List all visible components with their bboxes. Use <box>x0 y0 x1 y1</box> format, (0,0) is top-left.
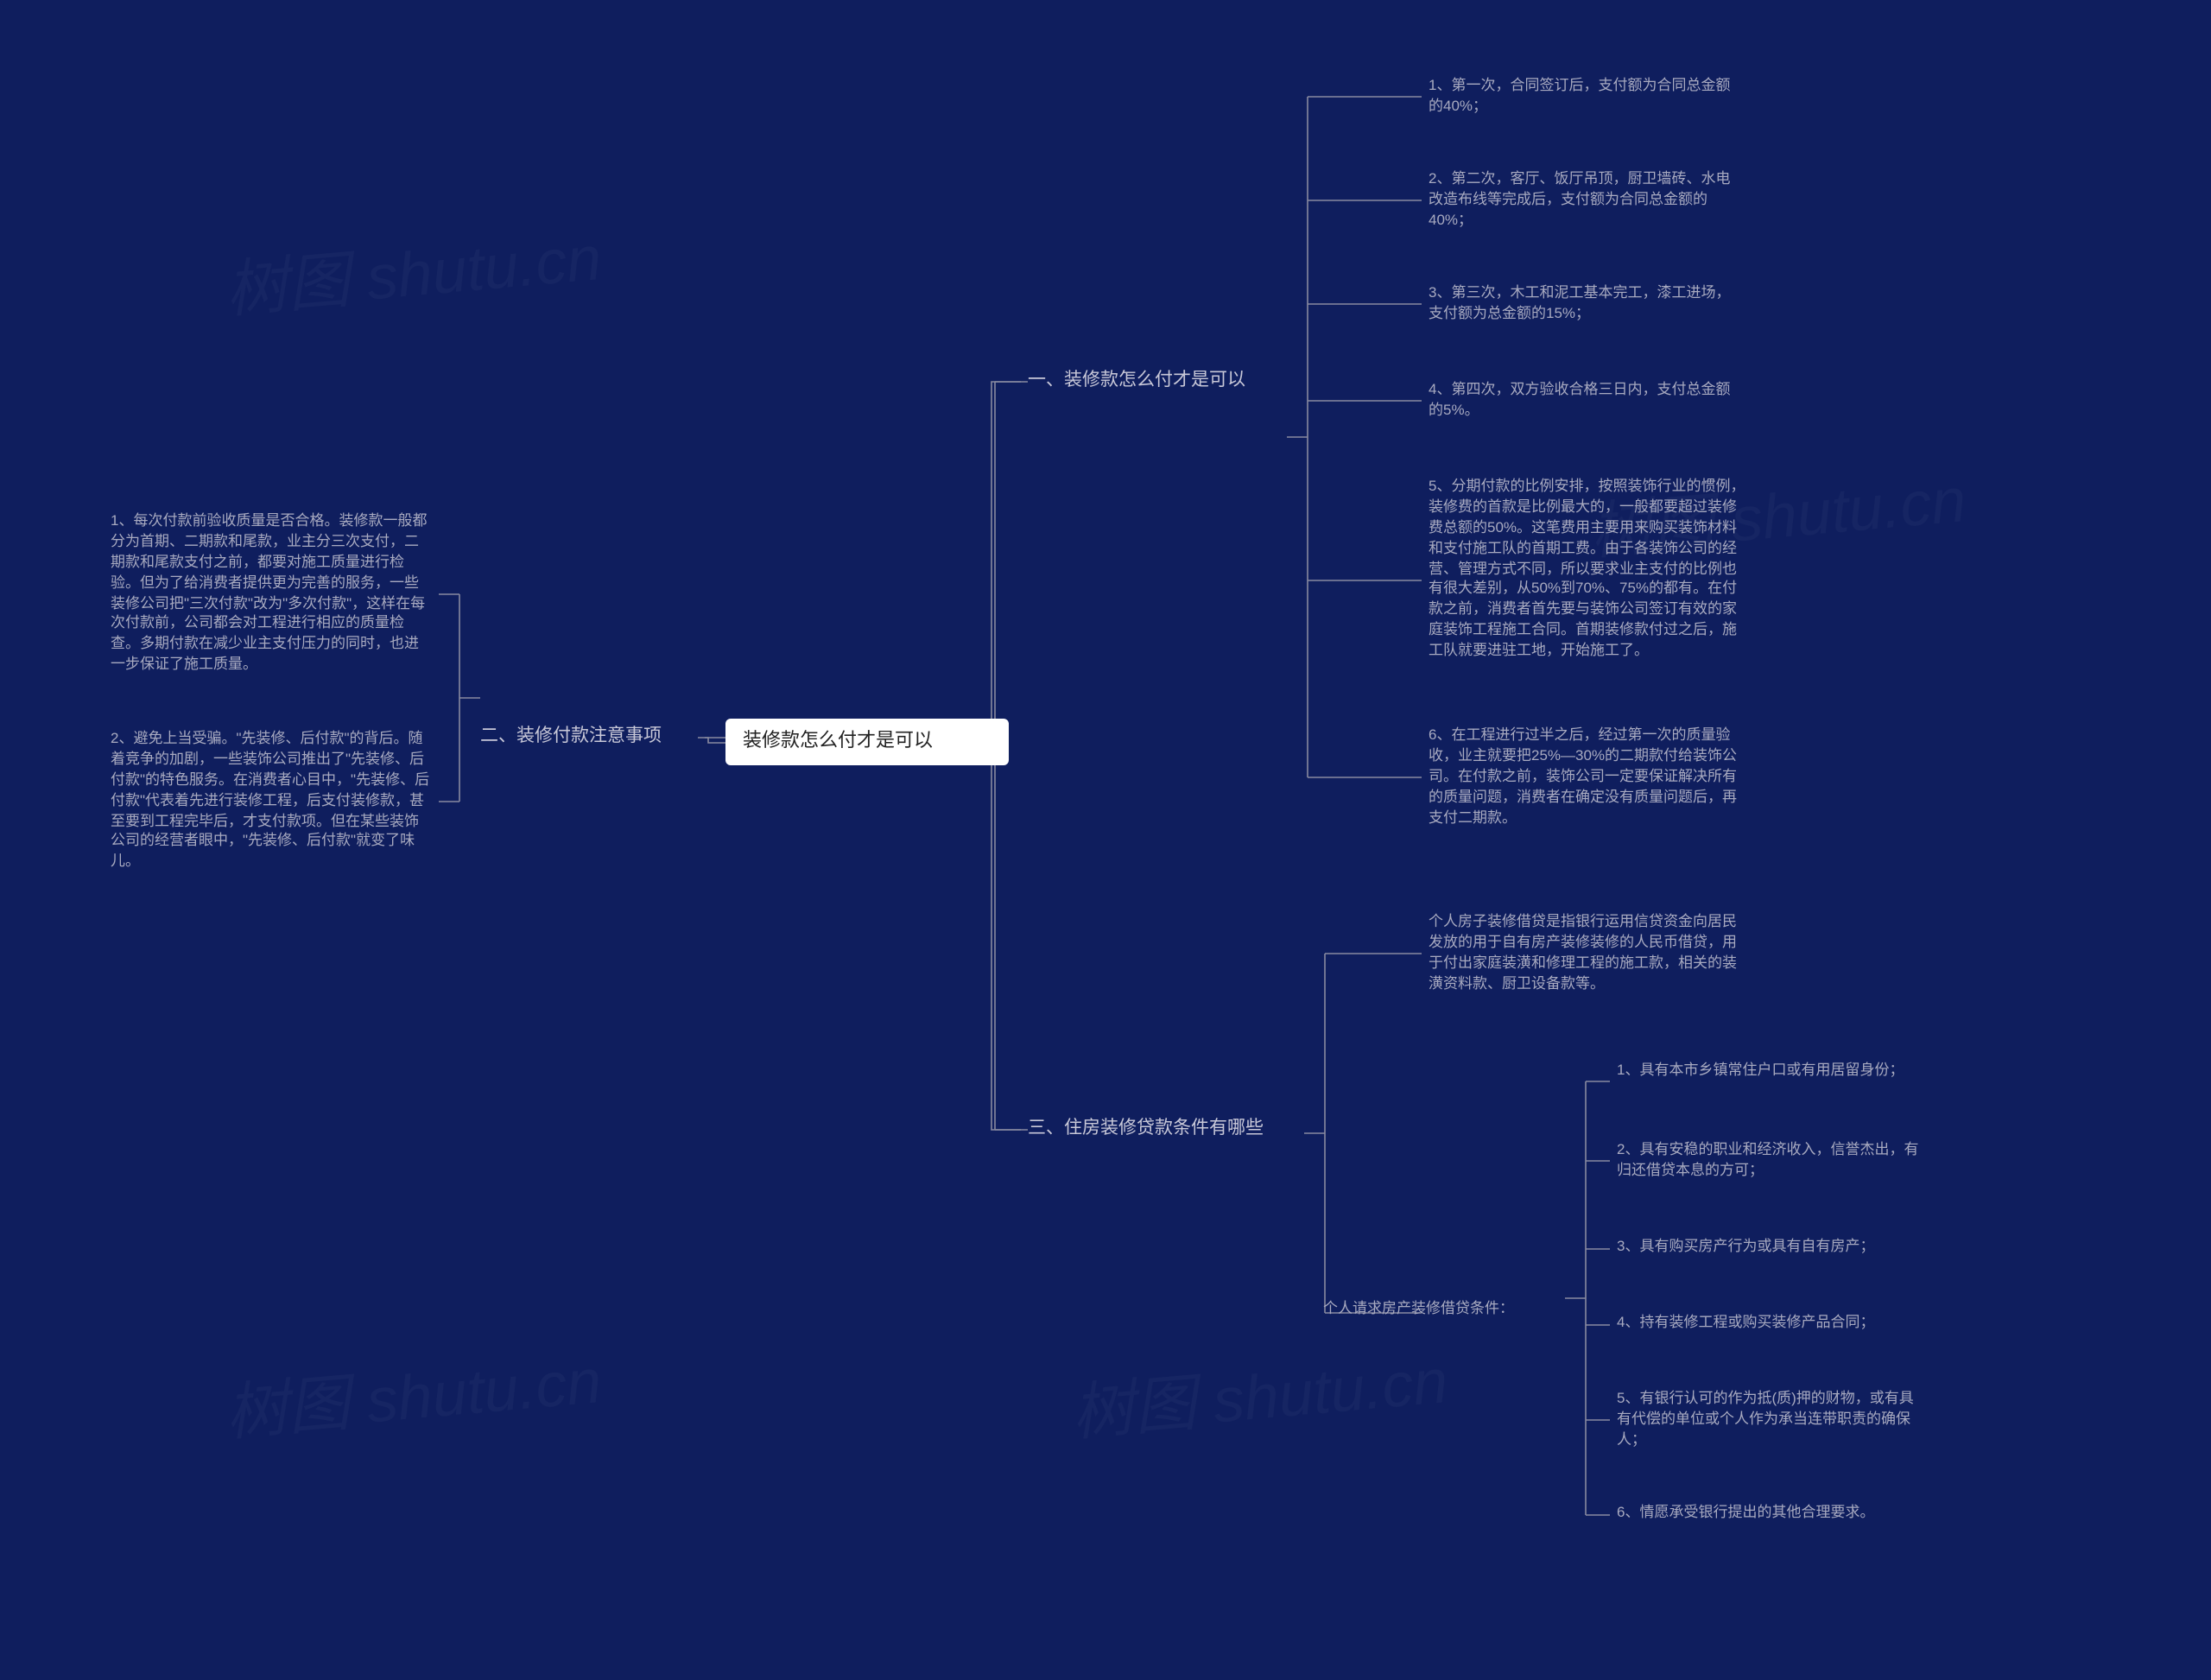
subleaf-node: 5、有银行认可的作为抵(质)押的财物，或有具有代偿的单位或个人作为承当连带职责的… <box>1617 1389 1924 1450</box>
leaf-node: 个人请求房产装修借贷条件： <box>1323 1299 1565 1320</box>
leaf-node: 2、第二次，客厅、饭厅吊顶，厨卫墙砖、水电改造布线等完成后，支付额为合同总金额的… <box>1429 169 1739 231</box>
watermark: 树图 shutu.cn <box>221 208 605 331</box>
leaf-node: 4、第四次，双方验收合格三日内，支付总金额的5%。 <box>1429 380 1739 422</box>
leaf-node: 1、第一次，合同签订后，支付额为合同总金额的40%； <box>1429 76 1739 117</box>
watermark: 树图 shutu.cn <box>1067 1331 1451 1454</box>
subleaf-node: 2、具有安稳的职业和经济收入，信誉杰出，有归还借贷本息的方可； <box>1617 1140 1924 1182</box>
subleaf-node: 3、具有购买房产行为或具有自有房产； <box>1617 1237 1924 1258</box>
branch-node: 三、住房装修贷款条件有哪些 <box>1028 1116 1304 1141</box>
branch-node: 二、装修付款注意事项 <box>480 724 698 749</box>
subleaf-node: 6、情愿承受银行提出的其他合理要求。 <box>1617 1503 1924 1524</box>
branch-node: 一、装修款怎么付才是可以 <box>1028 368 1287 393</box>
leaf-node: 3、第三次，木工和泥工基本完工，漆工进场，支付额为总金额的15%； <box>1429 283 1739 325</box>
root-node: 装修款怎么付才是可以 <box>725 719 1009 766</box>
leaf-node: 5、分期付款的比例安排，按照装饰行业的惯例，装修费的首款是比例最大的，一般都要超… <box>1429 477 1750 662</box>
leaf-node: 2、避免上当受骗。"先装修、后付款"的背后。随着竞争的加剧，一些装饰公司推出了"… <box>111 729 432 872</box>
leaf-node: 1、每次付款前验收质量是否合格。装修款一般都分为首期、二期款和尾款，业主分三次支… <box>111 511 432 675</box>
watermark: 树图 shutu.cn <box>221 1331 605 1454</box>
mindmap-canvas: 树图 shutu.cn树图 shutu.cn树图 shutu.cn树图 shut… <box>0 0 2211 1679</box>
leaf-node: 6、在工程进行过半之后，经过第一次的质量验收，业主就要把25%—30%的二期款付… <box>1429 726 1750 828</box>
subleaf-node: 1、具有本市乡镇常住户口或有用居留身份； <box>1617 1061 1924 1081</box>
subleaf-node: 4、持有装修工程或购买装修产品合同； <box>1617 1313 1924 1334</box>
leaf-node: 个人房子装修借贷是指银行运用信贷资金向居民发放的用于自有房产装修装修的人民币借贷… <box>1429 912 1750 994</box>
